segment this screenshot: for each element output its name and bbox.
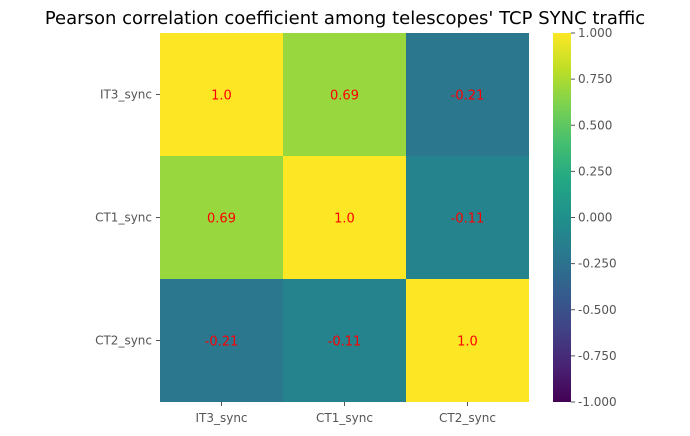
colorbar-tick-label: 0.500 <box>578 118 612 132</box>
heatmap-cell <box>283 156 406 279</box>
cell-value-label: -0.11 <box>328 335 362 350</box>
colorbar <box>553 33 571 402</box>
heatmap-cell <box>283 33 406 156</box>
heatmap-cell <box>406 279 529 402</box>
heatmap-cell <box>160 156 283 279</box>
colorbar-tick-label: 0.250 <box>578 164 612 178</box>
cell-value-label: 0.69 <box>207 212 236 227</box>
cell-value-label: 1.0 <box>334 212 355 227</box>
cell-value-label: 0.69 <box>330 89 359 104</box>
y-tick-label: IT3_sync <box>100 88 152 102</box>
cell-value-label: -0.21 <box>205 335 239 350</box>
heatmap-cells <box>160 33 529 402</box>
colorbar-tick-label: 0.750 <box>578 72 612 86</box>
colorbar-tick-label: -0.250 <box>578 257 617 271</box>
y-tick-label: CT2_sync <box>95 334 152 348</box>
cell-value-label: 1.0 <box>457 335 478 350</box>
heatmap-cell <box>283 279 406 402</box>
colorbar-tick-label: -0.500 <box>578 303 617 317</box>
heatmap-cell <box>406 156 529 279</box>
colorbar-tick-label: 0.000 <box>578 211 612 225</box>
x-tick-label: CT1_sync <box>316 411 373 425</box>
cell-value-label: -0.21 <box>451 89 485 104</box>
heatmap-cell <box>160 33 283 156</box>
cell-value-label: 1.0 <box>211 89 232 104</box>
colorbar-tick-label: 1.000 <box>578 26 612 40</box>
heatmap-cell <box>406 33 529 156</box>
cell-value-label: -0.11 <box>451 212 485 227</box>
y-axis: IT3_sync CT1_sync CT2_sync <box>95 88 160 348</box>
colorbar-ticks: 1.000 0.750 0.500 0.250 0.000 -0.250 -0.500 -0.… <box>571 26 617 409</box>
y-tick-label: CT1_sync <box>95 211 152 225</box>
heatmap-cell <box>160 279 283 402</box>
x-axis: IT3_sync CT1_sync CT2_sync <box>195 402 496 425</box>
heatmap-cell-labels: 1.0 0.69 -0.21 0.69 1.0 -0.11 -0.21 -0.11 1.0 <box>205 89 485 350</box>
x-tick-label: CT2_sync <box>439 411 496 425</box>
colorbar-tick-label: -0.750 <box>578 349 617 363</box>
colorbar-gradient <box>553 33 571 402</box>
chart-title: Pearson correlation coefficient among te… <box>45 8 645 29</box>
colorbar-tick-label: -1.000 <box>578 395 617 409</box>
x-tick-label: IT3_sync <box>195 411 247 425</box>
